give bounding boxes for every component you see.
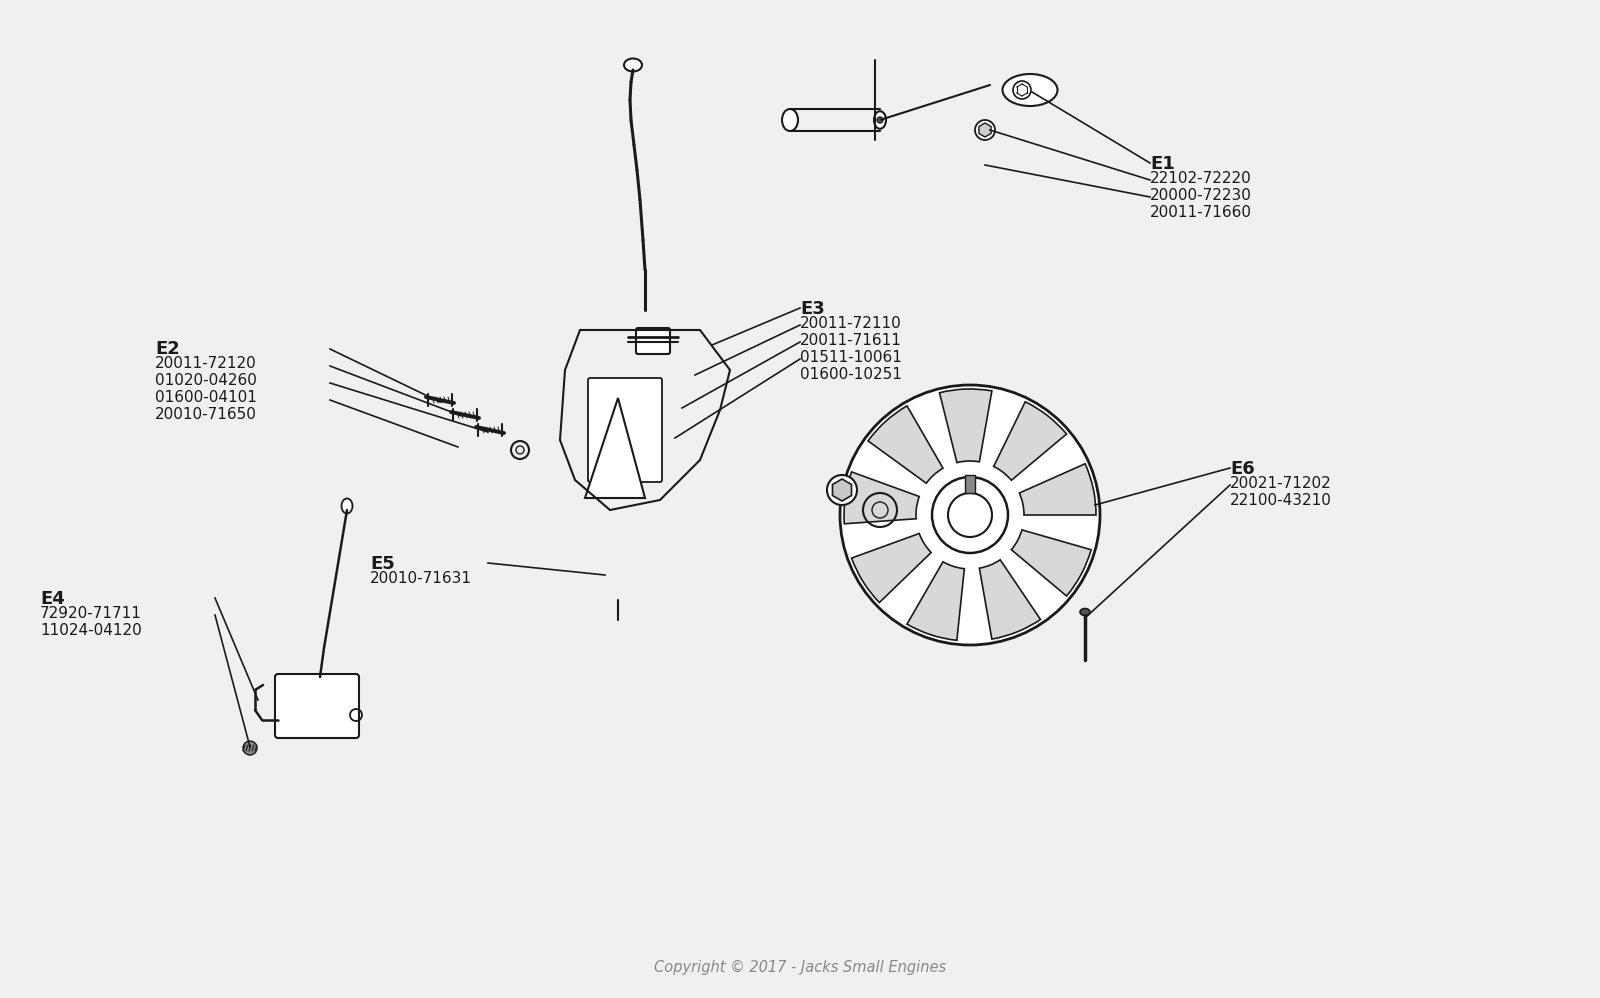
Circle shape bbox=[243, 741, 258, 755]
Polygon shape bbox=[832, 479, 851, 501]
Text: 01600-04101: 01600-04101 bbox=[155, 390, 258, 405]
Ellipse shape bbox=[624, 59, 642, 72]
Ellipse shape bbox=[1003, 74, 1058, 106]
Wedge shape bbox=[979, 560, 1040, 639]
Ellipse shape bbox=[782, 109, 798, 131]
Ellipse shape bbox=[1080, 609, 1090, 616]
Text: 72920-71711: 72920-71711 bbox=[40, 606, 142, 621]
Text: 22102-72220: 22102-72220 bbox=[1150, 171, 1251, 186]
Text: 20000-72230: 20000-72230 bbox=[1150, 188, 1251, 203]
Text: E6: E6 bbox=[1230, 460, 1254, 478]
Ellipse shape bbox=[874, 111, 886, 129]
Ellipse shape bbox=[341, 498, 352, 514]
Text: 01020-04260: 01020-04260 bbox=[155, 373, 258, 388]
Wedge shape bbox=[845, 472, 920, 524]
Text: 11024-04120: 11024-04120 bbox=[40, 623, 142, 638]
Text: 20010-71650: 20010-71650 bbox=[155, 407, 258, 422]
Text: 20021-71202: 20021-71202 bbox=[1230, 476, 1331, 491]
Wedge shape bbox=[939, 389, 992, 463]
Wedge shape bbox=[1011, 530, 1091, 596]
Text: 20011-71611: 20011-71611 bbox=[800, 333, 902, 348]
Wedge shape bbox=[851, 534, 931, 603]
FancyBboxPatch shape bbox=[275, 674, 358, 738]
Text: 20011-72110: 20011-72110 bbox=[800, 316, 902, 331]
Circle shape bbox=[840, 385, 1101, 645]
Wedge shape bbox=[1019, 464, 1096, 515]
Polygon shape bbox=[586, 398, 645, 498]
Polygon shape bbox=[979, 123, 990, 137]
Text: E5: E5 bbox=[370, 555, 395, 573]
Circle shape bbox=[827, 475, 858, 505]
Text: 01511-10061: 01511-10061 bbox=[800, 350, 902, 365]
Text: 20011-71660: 20011-71660 bbox=[1150, 205, 1251, 220]
Text: 22100-43210: 22100-43210 bbox=[1230, 493, 1331, 508]
Wedge shape bbox=[994, 402, 1067, 480]
Circle shape bbox=[931, 477, 1008, 553]
Text: Copyright © 2017 - Jacks Small Engines: Copyright © 2017 - Jacks Small Engines bbox=[654, 960, 946, 975]
Polygon shape bbox=[965, 475, 974, 493]
Text: 20011-72120: 20011-72120 bbox=[155, 356, 256, 371]
Wedge shape bbox=[869, 406, 942, 483]
Text: E3: E3 bbox=[800, 300, 824, 318]
Circle shape bbox=[877, 117, 883, 123]
Text: 01600-10251: 01600-10251 bbox=[800, 367, 902, 382]
Text: E4: E4 bbox=[40, 590, 64, 608]
Circle shape bbox=[974, 120, 995, 140]
Wedge shape bbox=[907, 562, 965, 641]
Circle shape bbox=[1013, 81, 1030, 99]
FancyBboxPatch shape bbox=[637, 328, 670, 354]
FancyBboxPatch shape bbox=[589, 378, 662, 482]
Text: 20010-71631: 20010-71631 bbox=[370, 571, 472, 586]
Circle shape bbox=[947, 493, 992, 537]
Text: E1: E1 bbox=[1150, 155, 1174, 173]
Text: E2: E2 bbox=[155, 340, 179, 358]
